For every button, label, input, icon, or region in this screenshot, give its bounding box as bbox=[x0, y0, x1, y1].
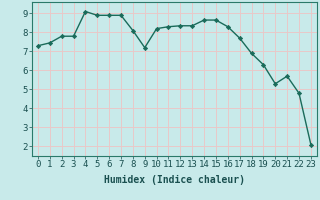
X-axis label: Humidex (Indice chaleur): Humidex (Indice chaleur) bbox=[104, 175, 245, 185]
